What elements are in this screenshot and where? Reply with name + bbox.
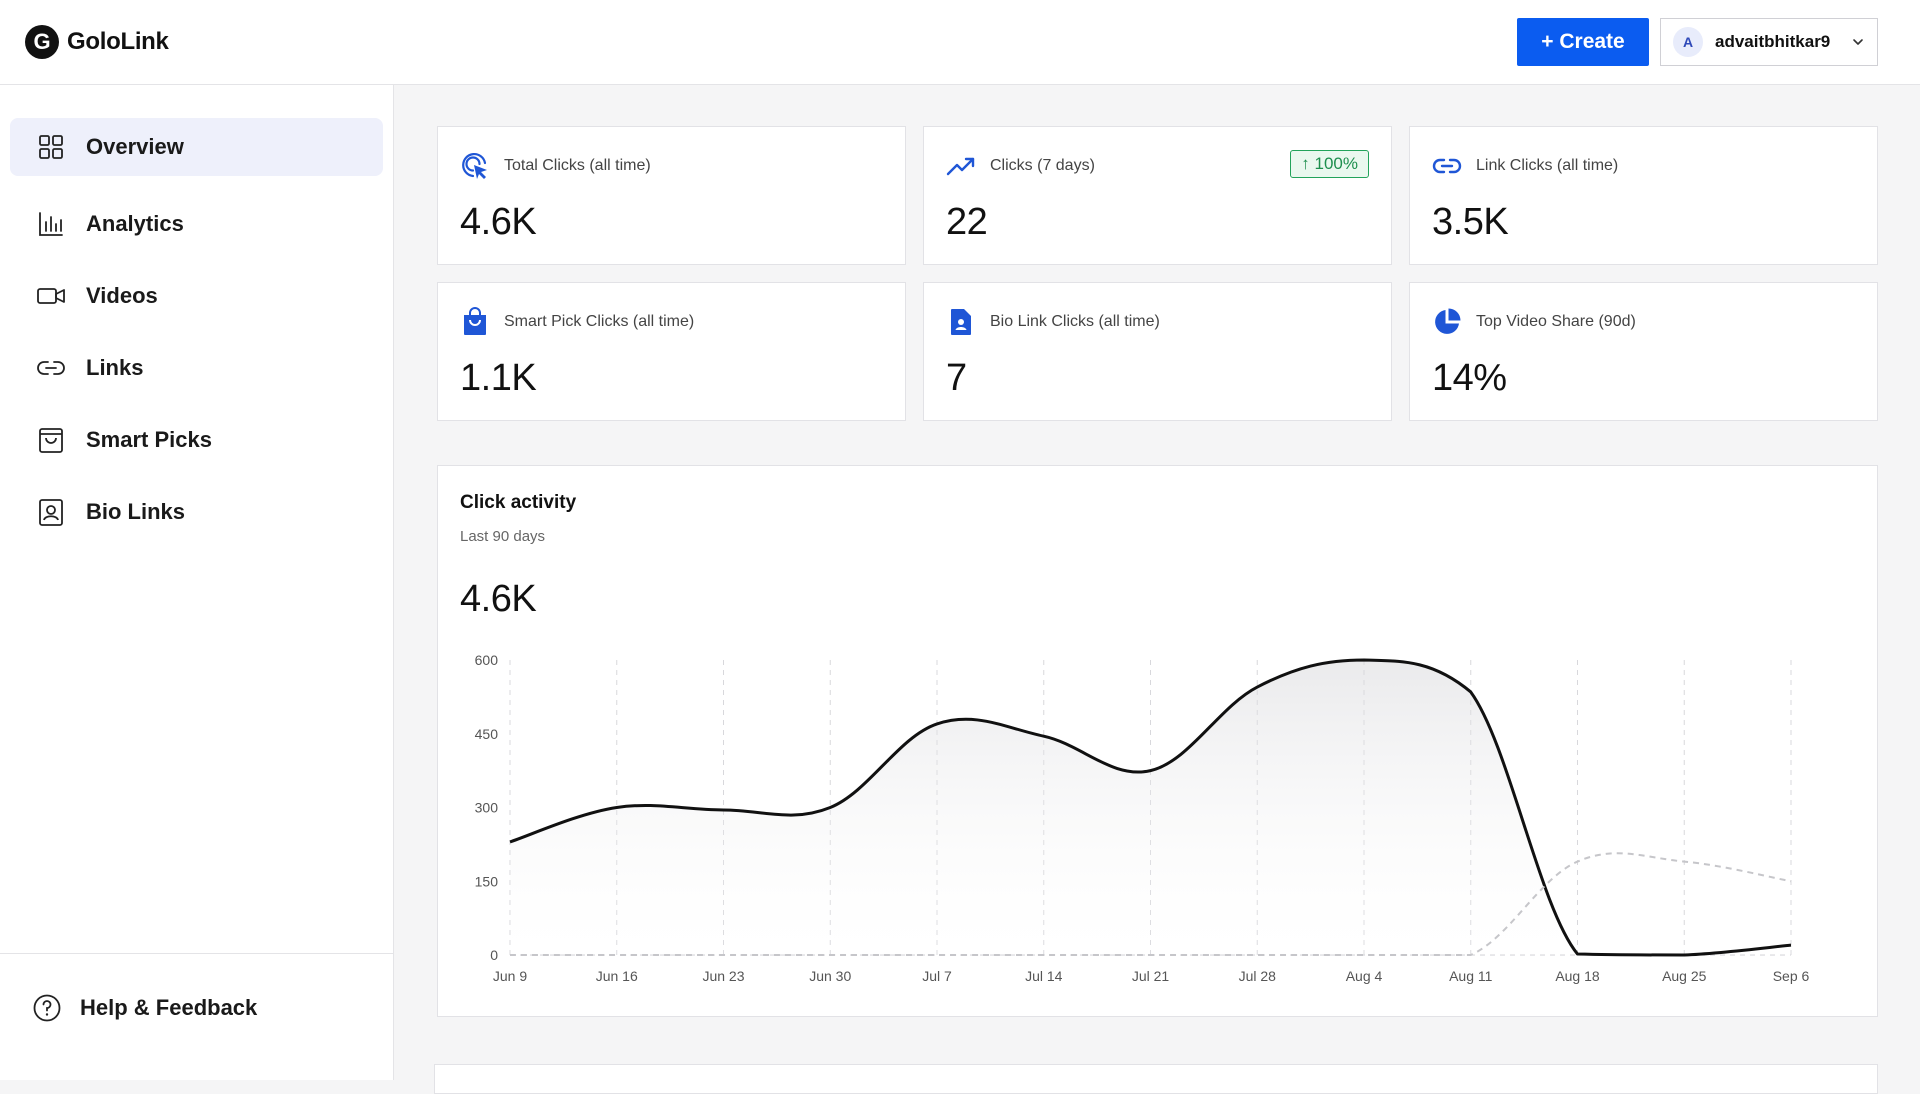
account-menu[interactable]: A advaitbhitkar9	[1660, 18, 1878, 66]
sidebar-item-analytics[interactable]: Analytics	[10, 195, 383, 253]
sidebar-item-label: Analytics	[86, 211, 184, 237]
stat-value: 3.5K	[1432, 201, 1508, 244]
sidebar-item-label: Smart Picks	[86, 427, 212, 453]
video-camera-icon	[36, 281, 66, 311]
sidebar-item-videos[interactable]: Videos	[10, 267, 383, 325]
stat-value: 22	[946, 201, 987, 244]
next-section-card	[434, 1064, 1878, 1094]
avatar: A	[1673, 27, 1703, 57]
chevron-down-icon	[1851, 35, 1865, 49]
bar-chart-icon	[36, 209, 66, 239]
sidebar-item-overview[interactable]: Overview	[10, 118, 383, 176]
x-tick-label: Jun 16	[596, 968, 638, 984]
x-tick-label: Jun 30	[809, 968, 851, 984]
sidebar-item-label: Videos	[86, 283, 158, 309]
x-tick-label: Jul 28	[1239, 968, 1277, 984]
stat-card-link-clicks: Link Clicks (all time) 3.5K	[1409, 126, 1878, 265]
click-activity-chart[interactable]: 0 150 300 450 600 Jun 9 Jun 16 Jun 23 Jun 30 Jul …	[438, 466, 1879, 1018]
x-tick-label: Jul 7	[922, 968, 952, 984]
sidebar-item-links[interactable]: Links	[10, 339, 383, 397]
stat-card-clicks-7-days: Clicks (7 days) ↑ 100% 22	[923, 126, 1392, 265]
stat-label: Total Clicks (all time)	[504, 157, 651, 175]
help-circle-icon	[32, 993, 62, 1023]
stat-label: Smart Pick Clicks (all time)	[504, 313, 694, 331]
stat-value: 1.1K	[460, 357, 536, 400]
stat-label: Clicks (7 days)	[990, 157, 1095, 175]
create-button[interactable]: + Create	[1517, 18, 1649, 66]
sidebar-divider	[0, 953, 394, 954]
brand-logo[interactable]: G GoloLink	[25, 25, 169, 59]
x-tick-label: Aug 11	[1449, 968, 1493, 984]
stat-label: Link Clicks (all time)	[1476, 157, 1618, 175]
sidebar-item-label: Bio Links	[86, 499, 185, 525]
sidebar: Overview Analytics Videos Links Smart Pi…	[0, 85, 394, 1080]
y-tick-label: 150	[475, 873, 499, 889]
stat-card-smart-pick-clicks: Smart Pick Clicks (all time) 1.1K	[437, 282, 906, 421]
x-tick-label: Aug 18	[1555, 968, 1600, 984]
gololink-logo-icon: G	[25, 25, 59, 59]
sidebar-item-label: Links	[86, 355, 143, 381]
trend-up-icon	[946, 151, 976, 181]
stat-card-total-clicks: Total Clicks (all time) 4.6K	[437, 126, 906, 265]
brand-name: GoloLink	[67, 28, 169, 56]
link-icon	[1432, 151, 1462, 181]
x-tick-label: Jun 9	[493, 968, 527, 984]
pie-chart-icon	[1432, 307, 1462, 337]
stat-label: Top Video Share (90d)	[1476, 313, 1636, 331]
y-tick-label: 450	[475, 726, 499, 742]
sidebar-item-bio-links[interactable]: Bio Links	[10, 483, 383, 541]
x-tick-label: Aug 25	[1662, 968, 1707, 984]
change-badge: ↑ 100%	[1290, 150, 1369, 178]
y-tick-label: 0	[490, 947, 498, 963]
stat-card-bio-link-clicks: Bio Link Clicks (all time) 7	[923, 282, 1392, 421]
top-bar: G GoloLink + Create A advaitbhitkar9	[0, 0, 1920, 85]
shopping-bag-icon	[36, 425, 66, 455]
link-icon	[36, 353, 66, 383]
grid-icon	[36, 132, 66, 162]
account-username: advaitbhitkar9	[1715, 32, 1839, 52]
x-tick-label: Jul 21	[1132, 968, 1170, 984]
x-tick-label: Jul 14	[1025, 968, 1063, 984]
cursor-click-icon	[460, 151, 490, 181]
stat-value: 14%	[1432, 357, 1507, 400]
stat-value: 4.6K	[460, 201, 536, 244]
sidebar-item-smart-picks[interactable]: Smart Picks	[10, 411, 383, 469]
help-feedback-link[interactable]: Help & Feedback	[32, 993, 257, 1023]
y-tick-label: 600	[475, 652, 499, 668]
stat-value: 7	[946, 357, 967, 400]
stat-card-top-video-share: Top Video Share (90d) 14%	[1409, 282, 1878, 421]
x-tick-label: Jun 23	[702, 968, 744, 984]
shopping-bag-icon	[460, 307, 490, 337]
help-label: Help & Feedback	[80, 995, 257, 1021]
y-tick-label: 300	[475, 800, 499, 816]
x-tick-label: Sep 6	[1773, 968, 1810, 984]
sidebar-item-label: Overview	[86, 134, 184, 160]
profile-card-icon	[36, 497, 66, 527]
x-tick-label: Aug 4	[1346, 968, 1383, 984]
contact-file-icon	[946, 307, 976, 337]
stat-label: Bio Link Clicks (all time)	[990, 313, 1160, 331]
